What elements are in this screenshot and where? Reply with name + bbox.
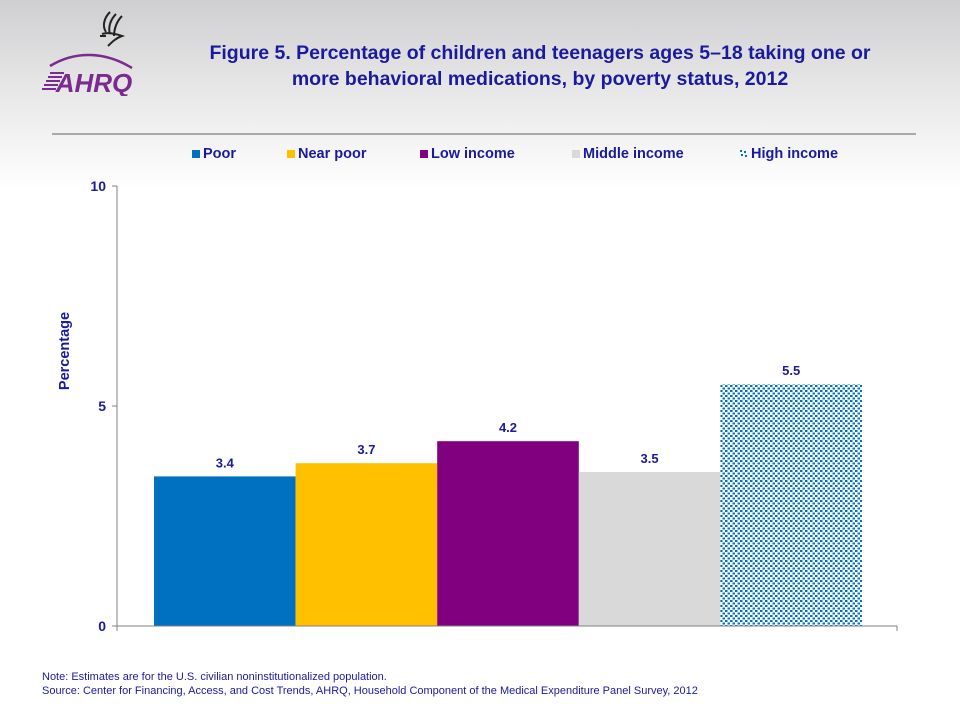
legend-swatch-high-income [740,150,747,157]
chart-title: Figure 5. Percentage of children and tee… [190,40,890,92]
title-line-2: more behavioral medications, by poverty … [291,68,789,90]
legend-swatch-middle-income [572,150,580,158]
data-label: 4.2 [499,420,517,435]
data-label: 3.7 [357,442,375,457]
y-tick-label: 0 [98,618,106,634]
data-label: 3.4 [216,455,235,470]
note-text: Note: Estimates are for the U.S. civilia… [42,671,387,683]
legend-label: Near poor [298,146,367,162]
bar-poor [154,476,296,626]
y-tick-label: 10 [90,178,106,194]
legend-item-near-poor: Near poor [287,146,367,162]
hhs-eagle-icon [100,11,126,47]
y-axis-label: Percentage [57,312,73,390]
logo-text: AHRQ [55,68,133,96]
bar-high-income [720,384,862,626]
chart-legend: Poor Near poor Low income Middle income … [0,146,960,166]
legend-swatch-poor [192,150,200,158]
title-divider [52,133,916,135]
bar-middle-income [578,472,721,626]
legend-item-poor: Poor [192,146,236,162]
title-line-1: Figure 5. Percentage of children and tee… [209,42,871,64]
legend-swatch-near-poor [287,150,295,158]
data-label: 5.5 [782,363,800,378]
legend-item-low-income: Low income [420,146,515,162]
legend-label: Middle income [583,146,684,162]
header-background [0,0,960,190]
footnotes: Note: Estimates are for the U.S. civilia… [42,670,698,698]
y-tick-label: 5 [98,398,106,414]
legend-item-middle-income: Middle income [572,146,684,162]
logo-arc [49,53,133,70]
data-label: 3.5 [641,451,659,466]
source-text: Source: Center for Financing, Access, an… [42,685,698,697]
legend-item-high-income: High income [740,146,838,162]
bar-near-poor [295,463,438,626]
ahrq-logo: AHRQ [42,11,133,96]
legend-swatch-low-income [420,150,428,158]
legend-label: Low income [431,146,515,162]
bar-low-income [437,441,579,626]
legend-label: High income [751,146,839,162]
legend-label: Poor [203,146,237,162]
